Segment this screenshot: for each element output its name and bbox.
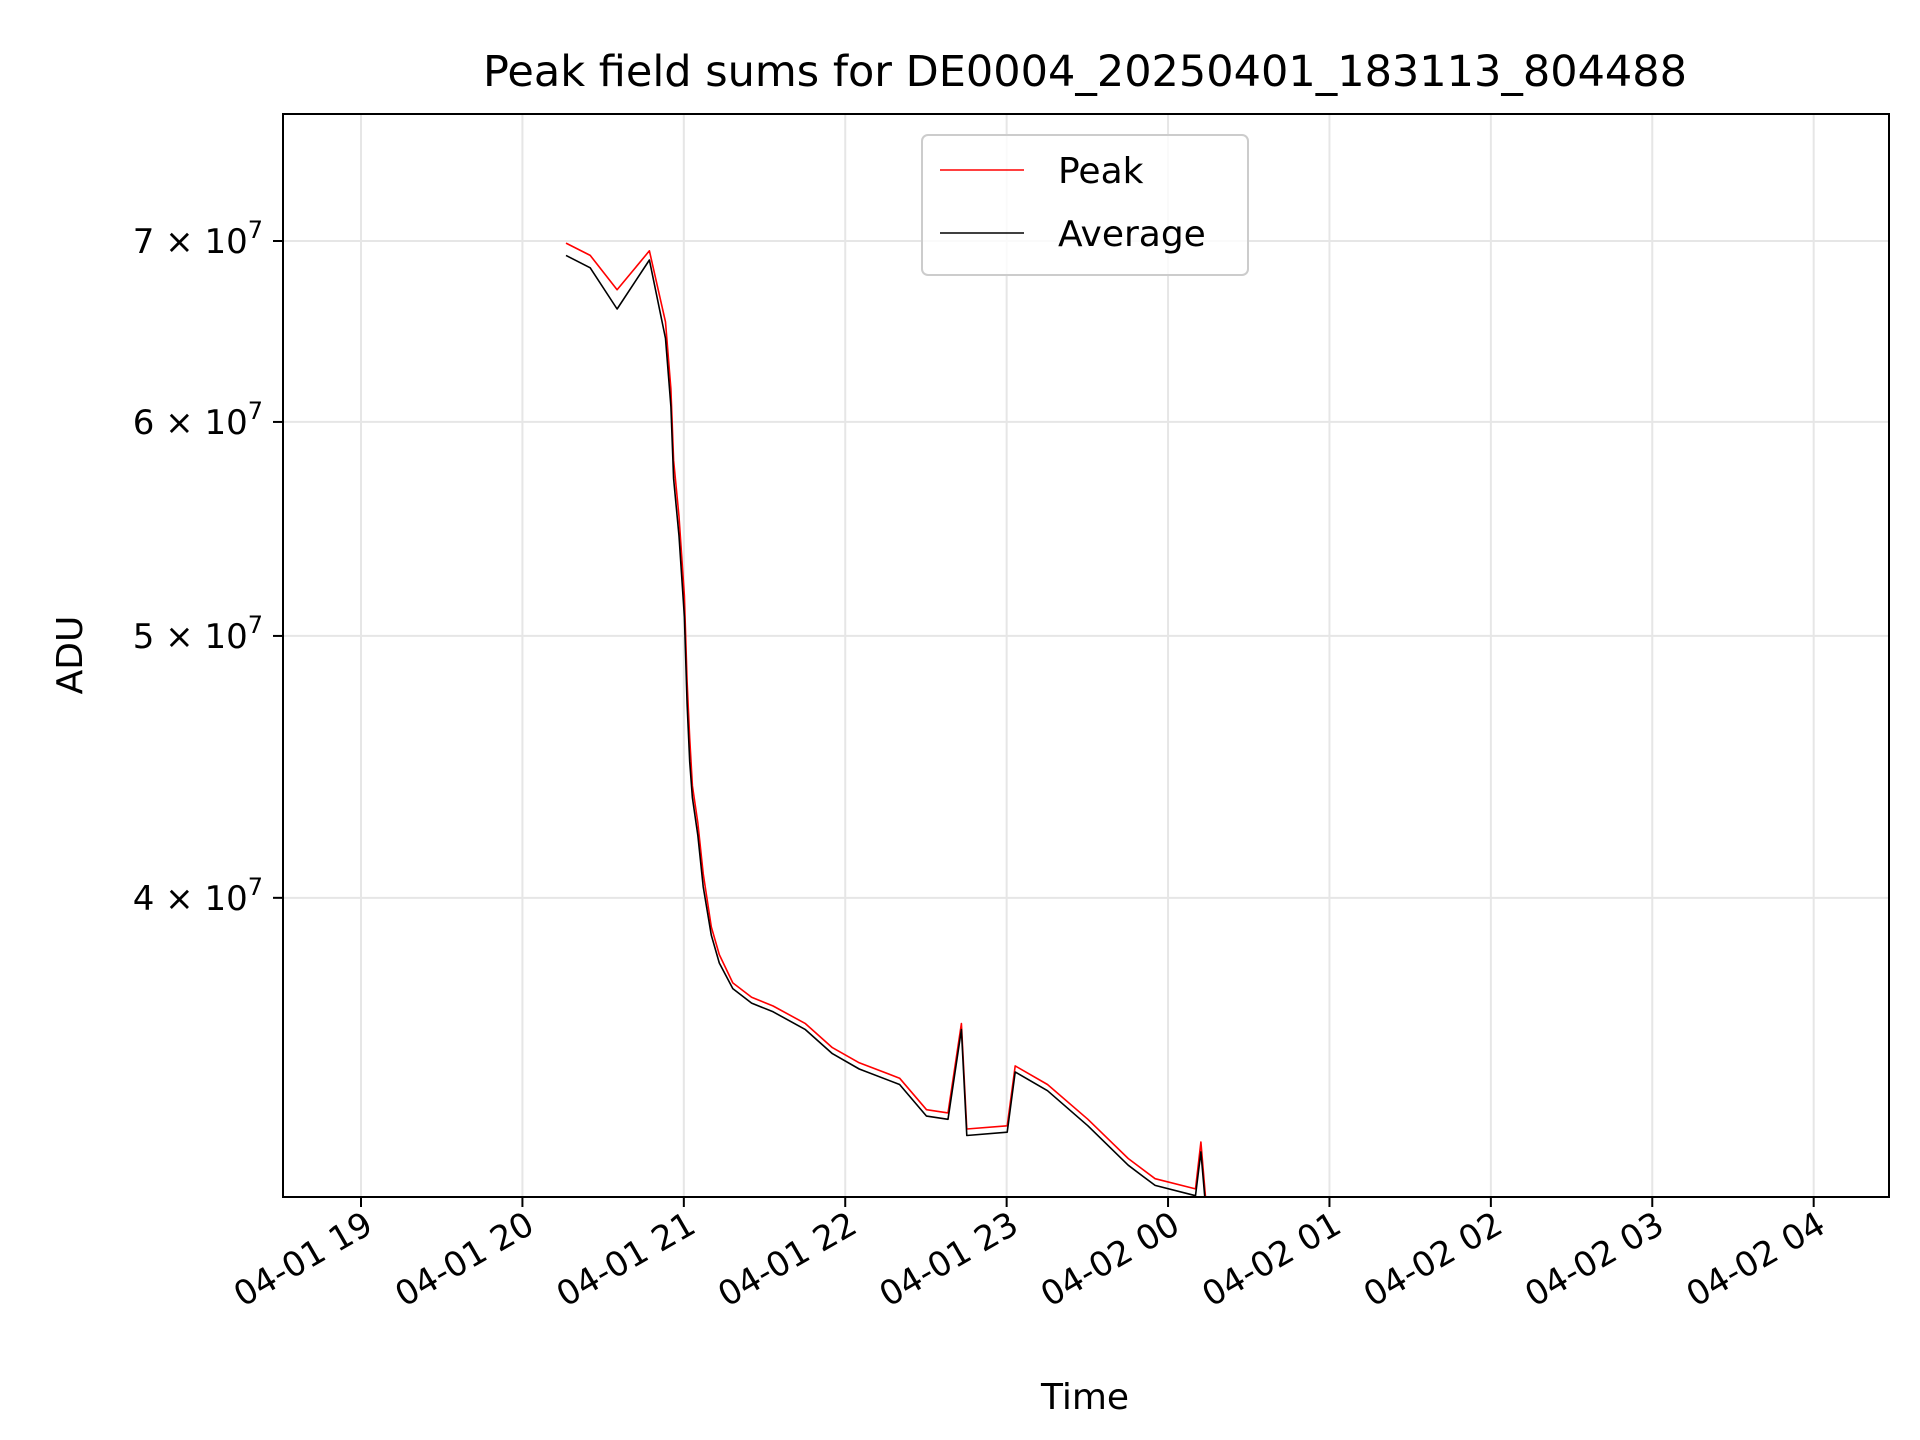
- series-line-peak: [565, 242, 1207, 1197]
- y-axis-label: ADU: [50, 616, 91, 695]
- y-tick-label: 5 × 107: [133, 611, 263, 657]
- chart-title: Peak field sums for DE0004_20250401_1831…: [483, 47, 1687, 97]
- x-axis-label: Time: [1040, 1377, 1129, 1418]
- y-tick-label: 6 × 107: [133, 397, 263, 443]
- y-tick-label: 4 × 107: [133, 873, 263, 919]
- series-line-average: [565, 254, 1206, 1197]
- legend: Peak Average: [921, 134, 1249, 276]
- plot-frame: [282, 113, 1890, 1198]
- y-tick-label: 7 × 107: [133, 216, 263, 262]
- plot-area: [565, 242, 1207, 1197]
- series-layer: [565, 242, 1207, 1197]
- y-axis: 4 × 107 5 × 107 6 × 107 7 × 107: [133, 216, 283, 919]
- legend-label-peak: Peak: [1058, 151, 1144, 192]
- legend-label-average: Average: [1058, 214, 1206, 255]
